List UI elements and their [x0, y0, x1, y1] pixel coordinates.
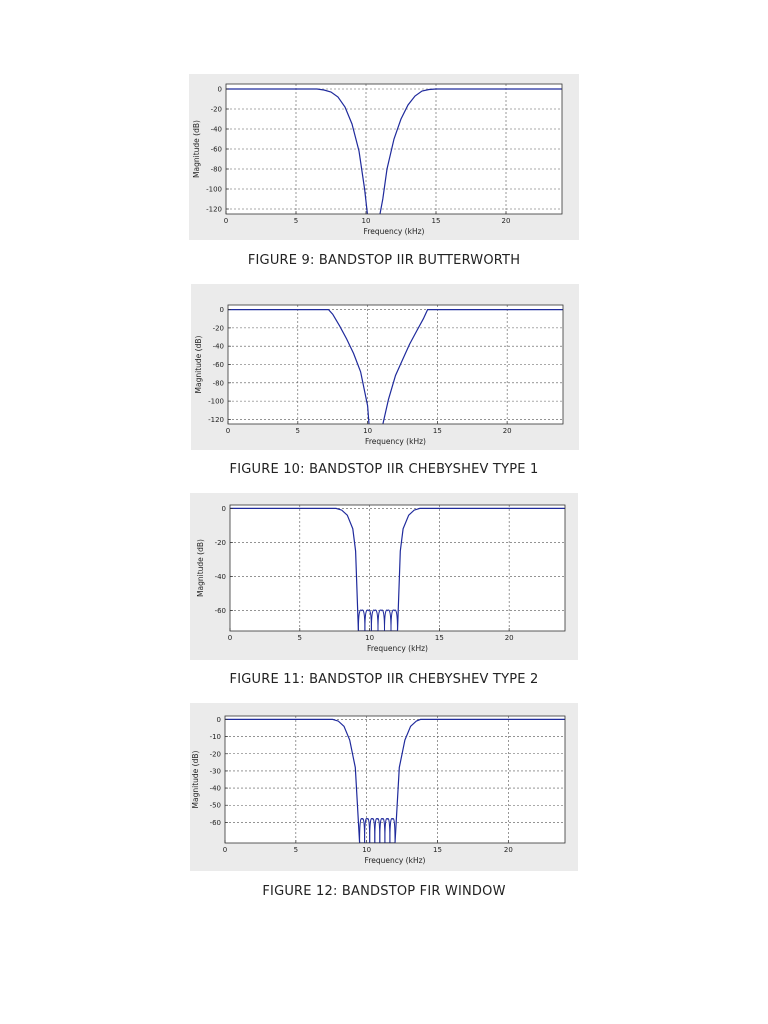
- x-tick-label: 20: [502, 217, 511, 225]
- y-tick-label: -20: [210, 750, 221, 758]
- x-axis-label: Frequency (kHz): [367, 644, 428, 653]
- series-line: [225, 718, 565, 843]
- y-tick-label: 0: [218, 86, 222, 94]
- y-tick-label: -40: [213, 343, 224, 351]
- stopband-ripple: [390, 609, 398, 631]
- y-tick-label: -60: [215, 607, 226, 615]
- x-tick-label: 5: [294, 846, 298, 854]
- y-tick-label: -50: [210, 802, 221, 810]
- stopband-ripple: [364, 609, 372, 631]
- x-tick-label: 10: [365, 634, 374, 642]
- x-tick-label: 10: [363, 427, 372, 435]
- figure-9-chart: 0 5 10 15 20 0 -20 -40 -60 -80 -100 -120 Frequency (…: [192, 83, 563, 236]
- x-tick-label: 0: [224, 217, 228, 225]
- y-tick-label: -20: [213, 324, 224, 332]
- y-tick-label: -120: [208, 416, 224, 424]
- stopband-ripple: [389, 818, 396, 843]
- y-tick-label: -30: [210, 767, 221, 775]
- x-tick-label: 0: [223, 846, 227, 854]
- figure-12-caption: FIGURE 12: BANDSTOP FIR WINDOW: [262, 884, 506, 899]
- y-tick-label: -40: [215, 573, 226, 581]
- stopband-ripple: [377, 609, 385, 631]
- axes-frame: [229, 504, 566, 632]
- figure-10-panel: 0 5 10 15 20 0 -20 -40 -60 -80 -100 -120 Frequency (…: [191, 284, 579, 450]
- x-axis-label: Frequency (kHz): [365, 437, 426, 446]
- x-axis-label: Frequency (kHz): [365, 856, 426, 865]
- x-tick-label: 5: [298, 634, 302, 642]
- x-tick-label: 10: [362, 217, 371, 225]
- figure-9-panel: 0 5 10 15 20 0 -20 -40 -60 -80 -100 -120 Frequency (…: [189, 74, 579, 240]
- series-line: [382, 309, 563, 424]
- figure-11-chart: 0 5 10 15 20 0 -20 -40 -60 Frequency (kHz) Magnitu…: [196, 504, 566, 653]
- figure-10-caption: FIGURE 10: BANDSTOP IIR CHEBYSHEV TYPE 1: [229, 462, 539, 477]
- x-tick-label: 10: [362, 846, 371, 854]
- x-tick-label: 15: [433, 427, 442, 435]
- x-tick-label: 0: [226, 427, 230, 435]
- y-tick-label: -80: [211, 166, 222, 174]
- y-tick-label: 0: [220, 306, 224, 314]
- plot-area: [228, 305, 563, 424]
- y-tick-label: -60: [211, 146, 222, 154]
- x-tick-label: 20: [504, 846, 513, 854]
- y-tick-label: -40: [211, 126, 222, 134]
- x-tick-label: 5: [296, 427, 300, 435]
- figure-12-panel: 0 5 10 15 20 0 -10 -20 -30 -40 -50 -60 Frequency (kH…: [190, 703, 578, 871]
- x-tick-label: 20: [503, 427, 512, 435]
- x-tick-label: 5: [294, 217, 298, 225]
- x-axis-label: Frequency (kHz): [364, 227, 425, 236]
- y-axis-label: Magnitude (dB): [192, 120, 201, 178]
- series-line: [379, 88, 562, 214]
- plot-area: [230, 505, 565, 631]
- figure-11-panel: 0 5 10 15 20 0 -20 -40 -60 Frequency (kHz) Magnitu…: [190, 493, 578, 660]
- figure-11-caption: FIGURE 11: BANDSTOP IIR CHEBYSHEV TYPE 2: [229, 672, 539, 687]
- stopband-ripple: [370, 609, 379, 631]
- x-tick-label: 0: [228, 634, 232, 642]
- y-tick-label: -60: [210, 819, 221, 827]
- y-axis-label: Magnitude (dB): [191, 750, 200, 808]
- y-axis-label: Magnitude (dB): [196, 539, 205, 597]
- y-tick-label: 0: [222, 505, 226, 513]
- y-tick-label: -10: [210, 733, 221, 741]
- stopband-ripple: [384, 609, 392, 631]
- series-line: [226, 88, 368, 214]
- x-tick-label: 15: [433, 846, 442, 854]
- y-axis-label: Magnitude (dB): [194, 335, 203, 393]
- series-line: [230, 507, 565, 631]
- y-tick-label: -20: [211, 106, 222, 114]
- series-line: [228, 309, 370, 424]
- y-tick-label: -60: [213, 361, 224, 369]
- axes-frame: [224, 715, 566, 844]
- y-tick-label: -40: [210, 785, 221, 793]
- figure-10-chart: 0 5 10 15 20 0 -20 -40 -60 -80 -100 -120 Frequency (…: [194, 304, 564, 446]
- plot-area: [225, 716, 565, 843]
- x-tick-label: 15: [432, 217, 441, 225]
- figure-9-caption: FIGURE 9: BANDSTOP IIR BUTTERWORTH: [247, 253, 521, 268]
- x-tick-label: 15: [435, 634, 444, 642]
- stopband-ripple: [357, 609, 366, 631]
- y-tick-label: -120: [206, 206, 222, 214]
- x-tick-label: 20: [505, 634, 514, 642]
- figure-12-chart: 0 5 10 15 20 0 -10 -20 -30 -40 -50 -60 Frequency (kH…: [191, 715, 566, 865]
- y-tick-label: -20: [215, 539, 226, 547]
- y-tick-label: 0: [217, 716, 221, 724]
- y-tick-label: -100: [208, 398, 224, 406]
- y-tick-label: -80: [213, 379, 224, 387]
- y-tick-label: -100: [206, 186, 222, 194]
